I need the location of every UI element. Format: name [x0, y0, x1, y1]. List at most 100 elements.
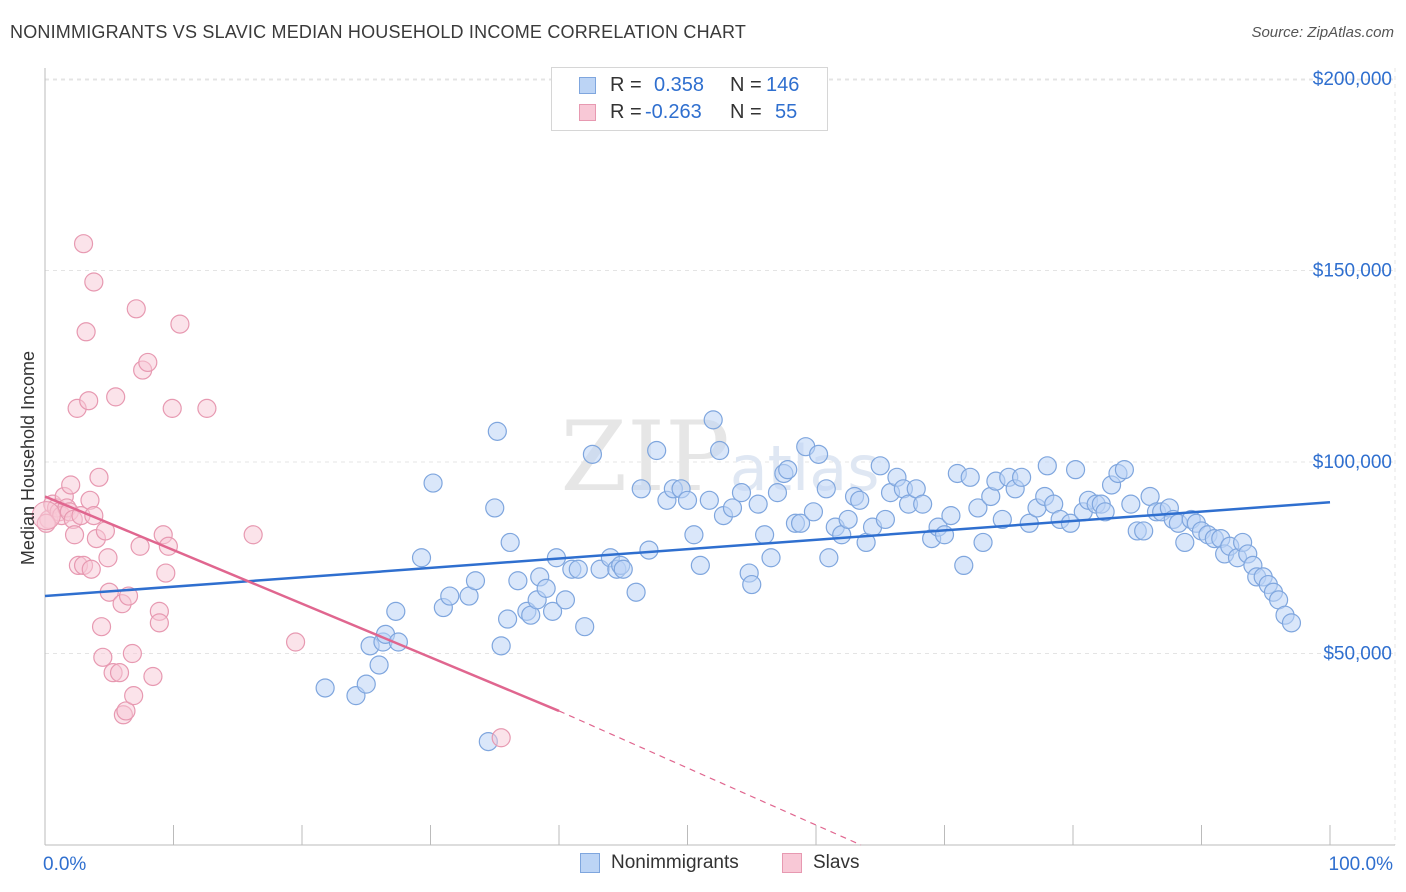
nonimmigrants-point — [575, 617, 595, 637]
nonimmigrants-point — [568, 559, 588, 579]
nonimmigrants-point — [761, 548, 781, 568]
bottom-legend-nonimmigrants-label: Nonimmigrants — [611, 852, 739, 873]
nonimmigrants-point — [803, 502, 824, 522]
bottom-legend-slavs-label: Slavs — [813, 852, 860, 873]
nonimmigrants-point — [485, 498, 505, 518]
slavs-point — [126, 299, 146, 319]
axes — [44, 68, 1395, 846]
nonimmigrants-point — [626, 582, 646, 602]
nonimmigrants-point — [647, 440, 667, 461]
nonimmigrants-point — [870, 456, 890, 476]
n-label: N = — [730, 74, 762, 96]
slavs-point — [109, 663, 130, 683]
nonimmigrants-point — [934, 525, 955, 545]
slavs-point — [243, 525, 263, 545]
slavs-point — [76, 322, 96, 342]
nonimmigrants-point — [954, 555, 974, 576]
slavs-point — [73, 234, 94, 254]
r-value-slavs: -0.263 — [645, 101, 702, 123]
nonimmigrants-point — [440, 586, 460, 606]
slavs-point — [170, 314, 190, 334]
legend-row-slavs: R = -0.263 N = 55 — [552, 100, 827, 126]
y-axis-label: Median Household Income — [18, 351, 38, 565]
y-tick-label: $200,000 — [1313, 69, 1392, 90]
nonimmigrants-point — [613, 559, 633, 579]
nonimmigrants-points — [315, 410, 1302, 752]
bottom-legend-slavs-swatch — [782, 853, 802, 873]
slavs-trend-line — [44, 495, 560, 713]
nonimmigrants-point — [508, 571, 528, 591]
nonimmigrants-point — [631, 479, 651, 499]
slavs-point — [149, 613, 169, 633]
nonimmigrants-point — [1095, 502, 1115, 522]
r-label: R = — [610, 101, 642, 123]
slavs-point — [81, 559, 101, 579]
nonimmigrants-point — [500, 532, 520, 553]
nonimmigrants-point — [1121, 494, 1141, 514]
nonimmigrants-point — [582, 444, 603, 464]
bottom-legend-nonimmigrants-swatch — [580, 853, 600, 873]
nonimmigrants-point — [968, 498, 988, 518]
nonimmigrants-point — [491, 636, 511, 656]
nonimmigrants-point — [315, 678, 335, 698]
nonimmigrants-point — [1281, 613, 1302, 633]
nonimmigrants-point — [742, 574, 762, 595]
nonimmigrants-point — [838, 509, 858, 530]
nonimmigrants-point — [754, 525, 775, 545]
nonimmigrants-point — [748, 494, 768, 514]
nonimmigrants-point — [731, 483, 752, 503]
n-label: N = — [730, 101, 762, 123]
nonimmigrants-point — [992, 509, 1012, 530]
slavs-point — [31, 501, 61, 531]
slavs-point — [116, 701, 136, 721]
nonimmigrants-point — [703, 410, 723, 430]
nonimmigrants-point — [542, 601, 563, 621]
slavs-point — [106, 387, 126, 407]
slavs-point — [118, 586, 139, 606]
nonimmigrants-point — [819, 548, 839, 568]
nonimmigrants-point — [1175, 532, 1195, 553]
nonimmigrants-point — [1134, 521, 1154, 541]
nonimmigrants-point — [411, 548, 432, 568]
slavs-point — [491, 728, 511, 748]
nonimmigrants-point — [941, 506, 961, 526]
x-tick-label: 100.0% — [1329, 854, 1394, 875]
source-label: Source: ZipAtlas.com — [1251, 24, 1394, 41]
nonimmigrants-point — [710, 440, 730, 461]
nonimmigrants-point — [487, 421, 507, 441]
nonimmigrants-point — [816, 479, 836, 499]
n-value-nonimmigrants: 146 — [766, 74, 800, 96]
nonimmigrants-point — [973, 532, 993, 553]
nonimmigrants-point — [699, 490, 719, 510]
slavs-point — [162, 398, 182, 418]
legend-row-nonimmigrants: R = 0.358 N = 146 — [552, 73, 827, 99]
x-tick-label: 0.0% — [43, 854, 86, 875]
nonimmigrants-point — [1011, 467, 1032, 487]
nonimmigrants-point — [1114, 460, 1135, 480]
nonimmigrants-point — [423, 473, 443, 493]
slavs-point — [197, 398, 217, 418]
nonimmigrants-point — [808, 444, 829, 464]
chart-title: NONIMMIGRANTS VS SLAVIC MEDIAN HOUSEHOLD… — [10, 22, 747, 42]
nonimmigrants-point — [913, 494, 933, 514]
slavs-point — [138, 352, 158, 373]
nonimmigrants-point — [790, 513, 811, 533]
slavs-point — [64, 525, 85, 545]
slavs-trend-extension — [558, 710, 862, 846]
slavs-point — [61, 475, 81, 495]
nonimmigrants-point — [1065, 460, 1086, 480]
nonimmigrants-point — [875, 509, 895, 530]
y-tick-label: $150,000 — [1313, 261, 1392, 282]
slavs-point — [79, 391, 99, 411]
slavs-point — [124, 686, 144, 706]
stats-legend: R = 0.358 N = 146 R = -0.263 N = 55 — [551, 67, 828, 131]
slavs-point — [84, 272, 104, 292]
slavs-point — [285, 632, 306, 652]
nonimmigrants-swatch — [579, 77, 596, 94]
nonimmigrants-point — [555, 590, 576, 610]
nonimmigrants-point — [690, 555, 710, 576]
nonimmigrants-point — [960, 467, 980, 487]
nonimmigrants-point — [1060, 513, 1081, 533]
slavs-point — [91, 617, 112, 637]
